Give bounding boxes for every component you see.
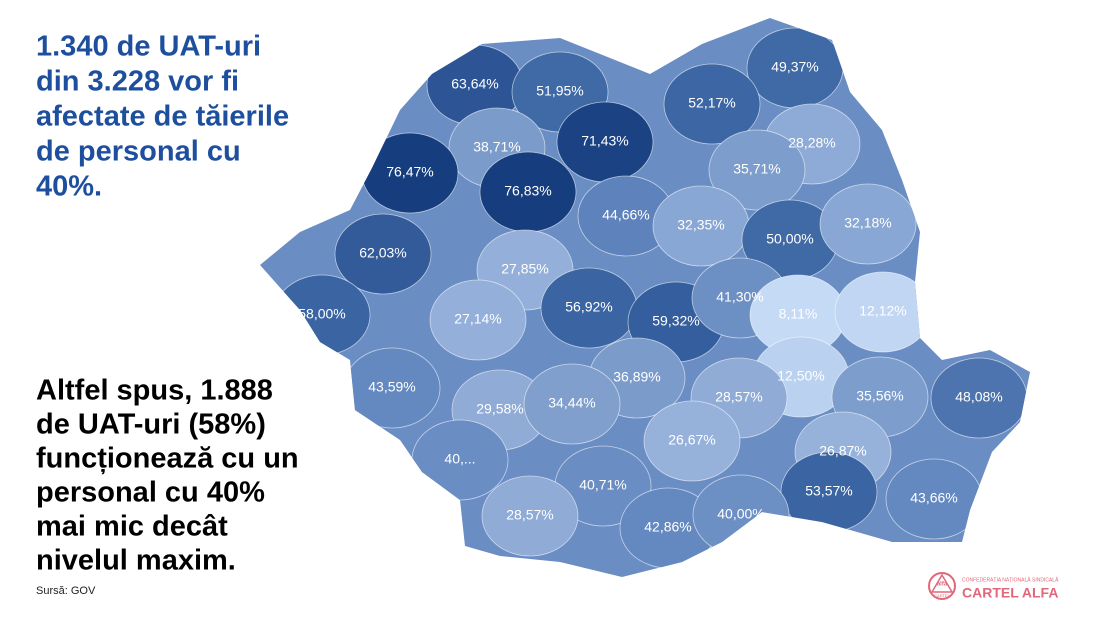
county (663, 63, 761, 145)
county-label: 12,12% (859, 303, 906, 319)
county-label: 28,28% (788, 135, 835, 151)
county-label: 51,95% (536, 83, 583, 99)
county-label: 27,14% (454, 311, 501, 327)
county-label: 50,00% (766, 231, 813, 247)
county-label: 48,08% (955, 389, 1002, 405)
county-label: 62,03% (359, 245, 406, 261)
county-label: 35,71% (733, 161, 780, 177)
county-label: 52,17% (688, 95, 735, 111)
county-label: 41,30% (716, 289, 763, 305)
logo-icon-bottom: CARTEL (934, 593, 950, 598)
county-label: 8,11% (779, 306, 818, 322)
county (708, 129, 806, 211)
county-label: 28,57% (715, 389, 762, 405)
county-label: 32,18% (844, 215, 891, 231)
county-label: 76,47% (386, 164, 433, 180)
county-label: 42,86% (644, 519, 691, 535)
regions (273, 27, 1028, 569)
county-label: 44,66% (602, 207, 649, 223)
body-line: funcționează cu un (36, 443, 299, 475)
county-label: 38,71% (473, 139, 520, 155)
county-label: 71,43% (581, 133, 628, 149)
county-label: 43,66% (910, 490, 957, 506)
county-label: 29,58% (476, 401, 523, 417)
body-line: mai mic decât (36, 511, 228, 543)
body-line: personal cu 40% (36, 477, 265, 509)
logo-triangle (930, 573, 954, 593)
county-label: 58,00% (298, 306, 345, 322)
logo: alfa CARTEL CONFEDERAȚIA NAȚIONALĂ SINDI… (928, 572, 1059, 601)
county (643, 400, 741, 482)
county-label: 28,57% (506, 507, 553, 523)
county (481, 475, 579, 557)
county-label: 26,87% (819, 443, 866, 459)
county-label: 35,56% (856, 388, 903, 404)
county-label: 49,37% (771, 59, 818, 75)
body-line: Altfel spus, 1.888 (36, 375, 273, 407)
logo-tagline: CONFEDERAȚIA NAȚIONALĂ SINDICALĂ (962, 576, 1059, 583)
county-label: 34,44% (548, 395, 595, 411)
county-label: 36,89% (613, 369, 660, 385)
source: Sursă: GOV (36, 585, 96, 597)
county-label: 40,... (444, 451, 475, 467)
title-line: 1.340 de UAT-uri (36, 31, 261, 63)
county-label: 76,83% (504, 183, 551, 199)
county (819, 183, 917, 265)
title-line: 40%. (36, 171, 102, 203)
county-label: 12,50% (777, 368, 824, 384)
county (523, 363, 621, 445)
county-label: 53,57% (805, 483, 852, 499)
region-labels: 63,64% 51,95% 49,37% 52,17% 38,71% 71,43% 28,2… (298, 59, 1002, 535)
county (429, 279, 527, 361)
county-label: 40,00% (717, 506, 764, 522)
county-label: 27,85% (501, 261, 548, 277)
logo-icon-top: alfa (937, 582, 948, 588)
county-label: 40,71% (579, 477, 626, 493)
county (334, 213, 432, 295)
title-line: afectate de tăierile (36, 101, 289, 133)
title-line: de personal cu (36, 136, 241, 168)
county-label: 63,64% (451, 76, 498, 92)
logo-icon (928, 572, 956, 600)
county-label: 56,92% (565, 299, 612, 315)
body-line: de UAT-uri (58%) (36, 409, 266, 441)
county-label: 32,35% (677, 217, 724, 233)
county-label: 59,32% (652, 313, 699, 329)
county-label: 26,67% (668, 432, 715, 448)
logo-name: CARTEL ALFA (962, 585, 1058, 601)
county-label: 43,59% (368, 379, 415, 395)
title-line: din 3.228 vor fi (36, 66, 239, 98)
body-line: nivelul maxim. (36, 545, 236, 577)
